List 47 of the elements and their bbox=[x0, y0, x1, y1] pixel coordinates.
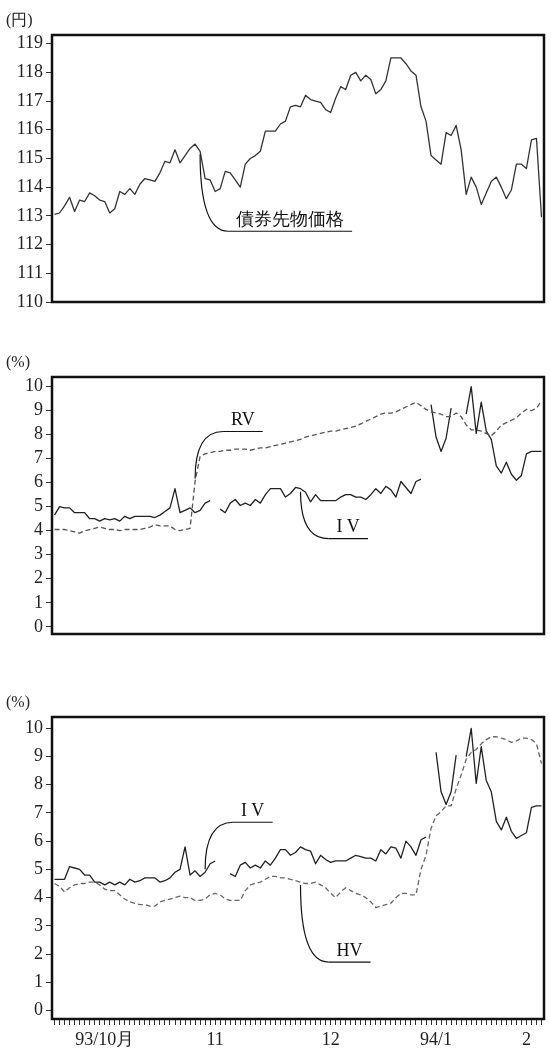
y-tick-label: 116 bbox=[16, 118, 43, 139]
y-tick-label: 4 bbox=[34, 519, 43, 540]
x-tick-label: 94/1 bbox=[420, 1028, 453, 1049]
y-tick-label: 3 bbox=[34, 543, 43, 564]
series-label: 債券先物価格 bbox=[236, 209, 345, 230]
series-label: I V bbox=[336, 516, 360, 537]
line-series bbox=[53, 400, 543, 534]
y-tick-label: 112 bbox=[16, 233, 43, 254]
y-axis-title: (円) bbox=[6, 11, 33, 30]
y-tick-label: 117 bbox=[16, 89, 43, 110]
y-tick-label: 114 bbox=[16, 175, 43, 196]
y-tick-label: 110 bbox=[16, 290, 43, 311]
y-axis-title: (%) bbox=[6, 693, 30, 712]
y-tick-label: 119 bbox=[16, 32, 43, 53]
series-label: RV bbox=[231, 409, 255, 430]
y-tick-label: 7 bbox=[34, 801, 43, 822]
series-label: HV bbox=[336, 939, 363, 960]
y-tick-label: 1 bbox=[34, 971, 43, 992]
y-tick-label: 1 bbox=[34, 591, 43, 612]
y-tick-label: 2 bbox=[34, 567, 43, 588]
y-tick-label: 6 bbox=[34, 471, 43, 492]
y-tick-label: 6 bbox=[34, 829, 43, 850]
y-tick-label: 118 bbox=[16, 61, 43, 82]
series-label: I V bbox=[241, 799, 265, 820]
y-tick-label: 9 bbox=[34, 399, 43, 420]
y-tick-label: 8 bbox=[34, 423, 43, 444]
x-tick-label: 2 bbox=[521, 1028, 531, 1049]
y-tick-label: 3 bbox=[34, 914, 43, 935]
y-tick-label: 111 bbox=[17, 262, 43, 283]
y-tick-label: 8 bbox=[34, 773, 43, 794]
y-tick-label: 9 bbox=[34, 745, 43, 766]
y-tick-label: 5 bbox=[34, 495, 43, 516]
x-tick-label: 12 bbox=[321, 1028, 340, 1049]
x-tick-label: 93/10月 bbox=[75, 1028, 135, 1049]
y-tick-label: 4 bbox=[34, 886, 43, 907]
y-tick-label: 0 bbox=[34, 615, 43, 636]
y-tick-label: 2 bbox=[34, 942, 43, 963]
line-series bbox=[53, 736, 543, 909]
y-tick-label: 10 bbox=[25, 375, 43, 396]
y-tick-label: 7 bbox=[34, 447, 43, 468]
y-tick-label: 113 bbox=[16, 204, 43, 225]
y-tick-label: 5 bbox=[34, 858, 43, 879]
y-axis-title: (%) bbox=[6, 353, 30, 372]
y-tick-label: 0 bbox=[34, 999, 43, 1020]
y-tick-label: 115 bbox=[16, 147, 43, 168]
y-tick-label: 10 bbox=[25, 717, 43, 738]
x-tick-label: 11 bbox=[206, 1028, 224, 1049]
